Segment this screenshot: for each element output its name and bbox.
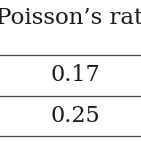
Text: 0.17: 0.17 xyxy=(50,64,100,86)
Text: Poisson’s ratio: Poisson’s ratio xyxy=(0,7,141,29)
Text: 0.25: 0.25 xyxy=(50,105,100,127)
